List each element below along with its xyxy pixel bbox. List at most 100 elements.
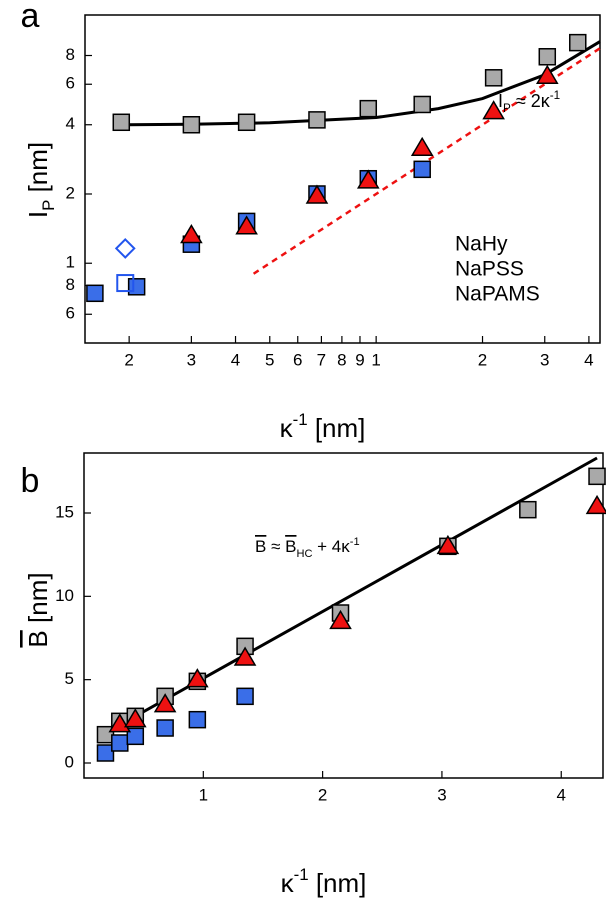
triangle-marker: [329, 609, 352, 630]
label-part: I: [23, 211, 53, 218]
triangle-marker: [235, 215, 258, 235]
triangle-marker: [153, 693, 177, 713]
triangle-marker: [482, 100, 505, 120]
y-tick-label: 6: [66, 304, 75, 323]
label-part: B: [255, 537, 266, 556]
square-marker: [569, 33, 587, 52]
x-tick-label: 4: [557, 785, 566, 804]
y-axis-label: IP [nm]: [23, 142, 58, 218]
y-tick-label: 1: [66, 253, 75, 272]
square-marker: [86, 284, 104, 303]
x-axis-label: κ-1 [nm]: [280, 410, 366, 443]
y-axis-label: B [nm]: [23, 572, 53, 647]
triangle-marker: [305, 184, 329, 204]
square-marker: [413, 95, 431, 114]
x-tick-label: 7: [317, 350, 326, 369]
panel-label: a: [21, 0, 40, 35]
square-marker: [156, 719, 174, 737]
y-tick-label: 6: [66, 74, 75, 93]
square-marker: [308, 111, 326, 129]
x-tick-label: 3: [187, 350, 196, 369]
label-part: -1: [550, 89, 560, 102]
legend-entry: NaHy: [455, 233, 508, 256]
fit-line: [104, 456, 598, 735]
square-marker: [182, 115, 201, 134]
triangle-marker: [356, 169, 380, 189]
x-tick-label: 8: [337, 350, 346, 369]
square-marker: [96, 744, 115, 762]
label-part: B: [285, 537, 296, 556]
square-marker: [484, 69, 503, 87]
y-tick-label: 5: [65, 669, 74, 688]
fit-line: [121, 40, 601, 127]
x-tick-label: 4: [231, 350, 240, 369]
square-marker: [116, 274, 135, 293]
x-tick-label: 1: [371, 350, 380, 369]
label-part: [nm]: [23, 572, 53, 630]
label-part: -1: [350, 536, 360, 548]
label-part: P: [39, 200, 58, 211]
y-tick-label: 10: [55, 586, 74, 605]
label-part: -1: [293, 410, 308, 429]
triangle-marker: [585, 494, 606, 515]
square-marker: [127, 278, 146, 296]
label-part: [nm]: [308, 413, 366, 443]
label-part: ≈ 2κ: [511, 91, 551, 111]
label-part: + 4κ: [312, 537, 350, 556]
y-tick-label: 15: [55, 502, 74, 521]
annotation: B ≈ BHC + 4κ-1: [255, 536, 360, 560]
label-part: HC: [296, 548, 312, 560]
panel-label: b: [21, 462, 40, 500]
y-tick-label: 8: [66, 45, 75, 64]
x-axis-label: κ-1 [nm]: [281, 865, 367, 898]
legend-entry: NaPAMS: [455, 283, 540, 306]
triangle-marker: [535, 64, 559, 84]
y-tick-label: 4: [66, 114, 75, 133]
plot-frame: [83, 452, 604, 779]
triangle-marker: [436, 534, 460, 555]
x-tick-label: 3: [437, 785, 446, 804]
diamond-marker: [114, 237, 136, 259]
square-marker: [519, 500, 537, 519]
label-part: [nm]: [23, 142, 53, 200]
annotation: IP ≈ 2κ-1: [498, 89, 560, 115]
triangle-marker: [123, 708, 147, 728]
square-marker: [359, 99, 378, 118]
square-marker: [126, 727, 145, 746]
square-marker: [112, 113, 131, 132]
square-marker: [236, 687, 254, 706]
fit-line: [252, 47, 601, 275]
triangle-marker: [410, 136, 434, 157]
square-marker: [413, 160, 431, 179]
square-marker: [111, 734, 129, 752]
x-tick-label: 4: [584, 350, 593, 369]
x-tick-label: 6: [293, 350, 302, 369]
x-tick-label: 2: [478, 350, 487, 369]
square-marker: [538, 48, 557, 66]
y-tick-label: 0: [65, 752, 74, 771]
legend-entry: NaPSS: [455, 258, 524, 281]
square-marker: [588, 467, 606, 486]
x-tick-label: 5: [265, 350, 274, 369]
x-tick-label: 2: [318, 785, 327, 804]
square-marker: [188, 710, 207, 729]
x-tick-label: 1: [199, 785, 208, 804]
label-part: [nm]: [309, 868, 367, 898]
y-tick-label: 8: [66, 275, 75, 294]
square-marker: [237, 113, 256, 132]
label-part: I: [498, 91, 503, 111]
x-tick-label: 9: [355, 350, 364, 369]
y-tick-label: 2: [66, 183, 75, 202]
label-part: -1: [294, 865, 309, 884]
triangle-marker: [233, 646, 257, 666]
label-part: P: [503, 102, 511, 115]
label-part: B: [23, 630, 53, 647]
label-part: ≈: [266, 537, 285, 556]
triangle-marker: [186, 668, 209, 688]
triangle-marker: [180, 224, 203, 244]
x-tick-label: 2: [124, 350, 133, 369]
label-part: κ: [280, 413, 294, 443]
label-part: κ: [281, 868, 295, 898]
